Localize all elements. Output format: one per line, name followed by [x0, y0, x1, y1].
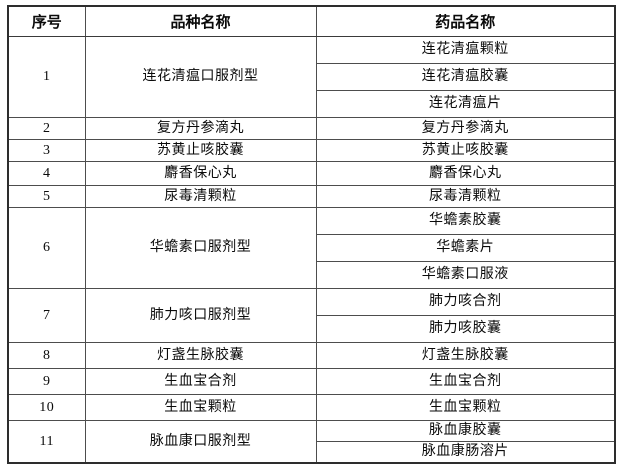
table-header-row: 序号 品种名称 药品名称	[7, 5, 616, 37]
table-row: 连花清瘟胶囊	[8, 63, 616, 91]
cell-index: 6	[7, 207, 86, 289]
cell-drug-name: 华蟾素片	[315, 234, 616, 262]
table-row: 肺力咳胶囊	[8, 315, 616, 343]
table-row: 10 生血宝颗粒 生血宝颗粒	[7, 394, 616, 421]
cell-drug-name: 肺力咳合剂	[315, 288, 616, 316]
cell-variety-name: 华蟾素口服剂型	[84, 207, 317, 289]
cell-variety-name: 脉血康口服剂型	[84, 420, 317, 463]
cell-index: 4	[7, 161, 86, 186]
cell-drug-name: 华蟾素胶囊	[315, 207, 616, 235]
cell-drug-name: 麝香保心丸	[315, 161, 616, 186]
cell-variety-name: 麝香保心丸	[84, 161, 317, 186]
cell-drug-name: 生血宝颗粒	[315, 394, 616, 421]
drug-list-table: 序号 品种名称 药品名称 1 连花清瘟口服剂型 连花清瘟颗粒 连花清瘟胶囊 连花清瘟片 2…	[7, 5, 616, 464]
cell-index: 3	[7, 139, 86, 162]
cell-index: 5	[7, 185, 86, 208]
cell-variety-name: 生血宝合剂	[84, 368, 317, 395]
table-row: 3 苏黄止咳胶囊 苏黄止咳胶囊	[7, 139, 616, 162]
cell-drug-name: 连花清瘟片	[315, 90, 616, 118]
cell-variety-name: 灯盏生脉胶囊	[84, 342, 317, 369]
column-header-drug: 药品名称	[315, 5, 616, 37]
table-row: 9 生血宝合剂 生血宝合剂	[7, 368, 616, 395]
cell-drug-name: 复方丹参滴丸	[315, 117, 616, 140]
cell-drug-name: 脉血康胶囊	[315, 420, 616, 442]
cell-variety-name: 尿毒清颗粒	[84, 185, 317, 208]
cell-index: 11	[7, 420, 86, 463]
table-row: 7 肺力咳口服剂型 肺力咳合剂	[7, 288, 616, 343]
column-header-variety: 品种名称	[84, 5, 317, 37]
table-body: 1 连花清瘟口服剂型 连花清瘟颗粒 连花清瘟胶囊 连花清瘟片 2 复方丹参滴丸 复方丹参滴丸 3…	[7, 36, 616, 463]
cell-drug-name: 生血宝合剂	[315, 368, 616, 395]
cell-variety-name: 复方丹参滴丸	[84, 117, 317, 140]
cell-index: 9	[7, 368, 86, 395]
table-row: 6 华蟾素口服剂型 华蟾素胶囊	[7, 207, 616, 289]
cell-index: 8	[7, 342, 86, 369]
cell-index: 2	[7, 117, 86, 140]
table-row: 2 复方丹参滴丸 复方丹参滴丸	[7, 117, 616, 140]
cell-drug-name: 华蟾素口服液	[315, 261, 616, 289]
cell-variety-name: 肺力咳口服剂型	[84, 288, 317, 343]
cell-drug-name: 连花清瘟颗粒	[315, 36, 616, 64]
cell-index: 7	[7, 288, 86, 343]
table-row: 华蟾素口服液	[8, 261, 616, 289]
table-row: 5 尿毒清颗粒 尿毒清颗粒	[7, 185, 616, 208]
table-row: 脉血康肠溶片	[8, 441, 616, 463]
table-row: 11 脉血康口服剂型 脉血康胶囊	[7, 420, 616, 463]
table-row: 1 连花清瘟口服剂型 连花清瘟颗粒	[7, 36, 616, 118]
cell-variety-name: 生血宝颗粒	[84, 394, 317, 421]
cell-drug-name: 苏黄止咳胶囊	[315, 139, 616, 162]
table-row: 8 灯盏生脉胶囊 灯盏生脉胶囊	[7, 342, 616, 369]
cell-drug-name: 脉血康肠溶片	[315, 441, 616, 463]
cell-index: 1	[7, 36, 86, 118]
cell-variety-name: 苏黄止咳胶囊	[84, 139, 317, 162]
table-row: 4 麝香保心丸 麝香保心丸	[7, 161, 616, 186]
cell-drug-name: 肺力咳胶囊	[315, 315, 616, 343]
cell-drug-name: 连花清瘟胶囊	[315, 63, 616, 91]
cell-index: 10	[7, 394, 86, 421]
cell-variety-name: 连花清瘟口服剂型	[84, 36, 317, 118]
cell-drug-name: 灯盏生脉胶囊	[315, 342, 616, 369]
cell-drug-name: 尿毒清颗粒	[315, 185, 616, 208]
column-header-index: 序号	[7, 5, 86, 37]
